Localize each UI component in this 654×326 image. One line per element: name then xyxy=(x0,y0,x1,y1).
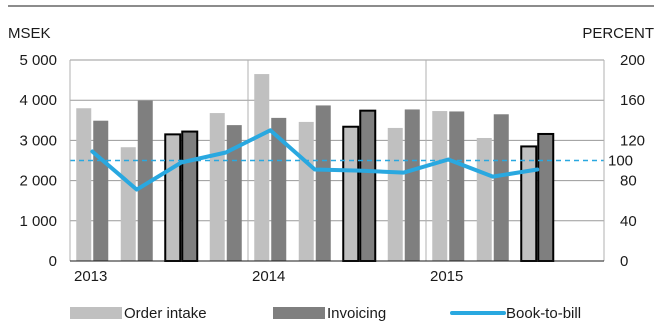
bar-invoicing xyxy=(226,125,242,262)
right-tick-label: 0 xyxy=(620,253,628,270)
bar-invoicing xyxy=(315,105,331,262)
bar-invoicing xyxy=(181,130,199,262)
year-label: 2015 xyxy=(430,268,463,285)
right-tick-label: 120 xyxy=(620,132,645,149)
bars xyxy=(76,74,555,263)
left-tick-label: 5 000 xyxy=(19,52,57,69)
left-tick-label: 0 xyxy=(49,253,57,270)
legend-order-intake-swatch xyxy=(70,307,122,319)
right-tick-label: 40 xyxy=(620,213,637,230)
bar-invoicing xyxy=(359,109,377,263)
left-tick-label: 1 000 xyxy=(19,213,57,230)
bar-order-intake xyxy=(76,108,92,262)
year-label: 2013 xyxy=(74,268,107,285)
bar-order-intake xyxy=(476,137,492,261)
bar-order-intake xyxy=(120,147,136,261)
bar-invoicing xyxy=(404,109,420,261)
bar-invoicing xyxy=(137,100,153,262)
book-to-bill-line xyxy=(90,128,540,192)
bar-order-intake xyxy=(387,127,403,261)
bar-order-intake xyxy=(520,145,538,262)
year-label: 2014 xyxy=(252,268,285,285)
left-tick-label: 2 000 xyxy=(19,173,57,190)
bar-invoicing xyxy=(537,132,555,262)
legend-book-to-bill-label: Book-to-bill xyxy=(506,305,581,321)
axes: 0 1 000 2 000 3 000 4 000 5 000 0 40 80 120 160 200… xyxy=(19,52,645,285)
bar-order-intake xyxy=(432,111,448,261)
right-unit-label: PERCENT xyxy=(582,25,654,42)
legend: Order intake Invoicing Book-to-bill xyxy=(70,305,581,322)
right-tick-label: 80 xyxy=(620,173,637,190)
bar-invoicing xyxy=(449,111,465,262)
bar-order-intake xyxy=(342,125,360,263)
left-unit-label: MSEK xyxy=(8,25,51,42)
legend-invoicing-swatch xyxy=(273,307,325,319)
right-tick-label: 160 xyxy=(620,92,645,109)
left-tick-label: 3 000 xyxy=(19,132,57,149)
reference-line-label: 100 xyxy=(608,153,633,170)
bar-order-intake xyxy=(164,133,182,262)
bar-invoicing xyxy=(271,117,287,261)
right-tick-label: 200 xyxy=(620,52,645,69)
bar-invoicing xyxy=(93,120,109,262)
left-tick-label: 4 000 xyxy=(19,92,57,109)
bar-order-intake xyxy=(209,113,225,262)
bar-order-intake xyxy=(298,121,314,262)
legend-invoicing-label: Invoicing xyxy=(327,305,386,321)
bar-order-intake xyxy=(254,74,270,261)
bar-invoicing xyxy=(493,114,509,262)
book-to-bill-line-layer xyxy=(70,128,604,192)
legend-order-intake-label: Order intake xyxy=(124,305,207,321)
